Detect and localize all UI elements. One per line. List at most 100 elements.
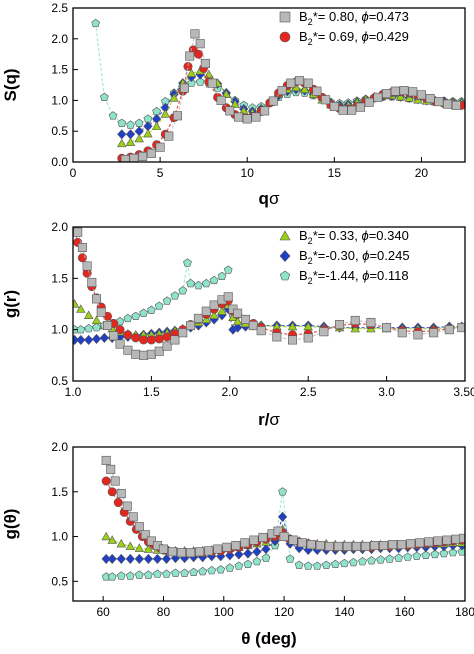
x-tick-label: 1.0 (65, 385, 82, 399)
data-point-square (115, 339, 125, 349)
data-point-pentagon (84, 324, 94, 333)
y-axis-label: S(q) (1, 68, 20, 101)
data-point-pentagon (152, 106, 161, 116)
y-tick-label: 0.5 (51, 124, 68, 138)
data-point-diamond (252, 546, 262, 557)
y-tick-label: 2.0 (51, 32, 68, 46)
legend-marker-square (279, 11, 291, 23)
data-point-square (443, 99, 453, 109)
data-point-square (342, 541, 352, 551)
x-axis-label-main: θ (deg) (241, 629, 296, 648)
data-point-square (146, 349, 156, 359)
legend-marker-pentagon (279, 270, 291, 281)
data-point-diamond (125, 553, 135, 564)
x-tick-label: 2.5 (300, 385, 317, 399)
data-point-square (457, 323, 465, 333)
data-point-triangle (143, 128, 153, 138)
data-point-pentagon (126, 120, 135, 129)
data-point-square (324, 541, 334, 551)
data-point-pentagon (321, 560, 331, 569)
data-point-pentagon (162, 296, 172, 305)
legend-mid: *= 0.80, (313, 9, 362, 24)
data-point-triangle (232, 316, 243, 326)
data-point-square (294, 76, 304, 86)
data-point-triangle (169, 93, 179, 102)
data-point-pentagon (278, 487, 287, 496)
data-point-square (129, 153, 139, 162)
data-point-square (319, 327, 329, 337)
data-point-circle (113, 498, 123, 508)
data-point-diamond (152, 553, 163, 564)
y-tick-label: 2.0 (51, 440, 68, 454)
legend-sub: 2 (308, 37, 313, 47)
data-point-square (390, 86, 400, 96)
data-point-pentagon (303, 561, 313, 570)
data-point-pentagon (223, 265, 233, 274)
data-point-square (248, 321, 258, 331)
series-line (74, 229, 462, 341)
plot-area-sq (91, 18, 465, 162)
data-point-square (434, 97, 444, 107)
data-point-square (195, 39, 205, 49)
data-point-square (399, 86, 409, 96)
data-point-square (109, 331, 119, 341)
data-point-pentagon (76, 325, 86, 334)
data-point-square (154, 346, 164, 356)
legend-entry-text: B2*= 0.33, ϕ=0.340 (299, 228, 409, 246)
data-point-triangle (221, 89, 232, 98)
data-point-square (251, 112, 261, 122)
data-point-circle (101, 476, 111, 486)
data-point-square (120, 155, 130, 162)
data-point-square (234, 112, 244, 122)
data-point-triangle (83, 310, 94, 319)
data-point-pentagon (170, 291, 180, 300)
data-point-square (273, 526, 283, 536)
data-point-pentagon (162, 569, 171, 578)
axes-frame (72, 446, 466, 602)
data-point-square (207, 78, 217, 88)
data-point-square (139, 350, 149, 360)
data-point-square (256, 326, 266, 336)
data-point-triangle (230, 99, 240, 108)
data-point-triangle (151, 121, 162, 130)
data-point-pentagon (252, 557, 262, 566)
data-point-square (433, 536, 443, 546)
axes-frame (72, 226, 466, 382)
data-point-square (347, 105, 357, 115)
data-point-square (397, 328, 407, 338)
data-point-square (406, 539, 416, 549)
x-axis-label-symbol: σ (269, 189, 280, 208)
data-point-pentagon (367, 556, 376, 565)
data-point-pentagon (107, 572, 117, 581)
data-point-square (303, 333, 313, 343)
data-point-pentagon (349, 557, 358, 567)
data-point-square (279, 532, 289, 542)
data-point-square (306, 540, 316, 550)
data-point-triangle (101, 531, 111, 541)
data-point-square (177, 548, 187, 558)
data-point-square (258, 532, 268, 542)
data-point-diamond (143, 553, 153, 564)
series-pentagon (101, 487, 465, 581)
data-point-square (102, 321, 112, 331)
data-point-square (146, 148, 156, 158)
legend-marker-diamond (279, 250, 291, 262)
data-point-pentagon (209, 275, 219, 285)
data-point-square (162, 341, 172, 351)
data-point-triangle (117, 138, 127, 148)
data-point-square (186, 321, 196, 331)
series-square (120, 29, 461, 162)
data-point-square (185, 51, 195, 61)
data-point-pentagon (421, 550, 431, 560)
y-tick-label: 1.0 (51, 323, 68, 337)
data-point-square (178, 328, 188, 338)
data-point-pentagon (134, 570, 144, 579)
x-tick-label: 15 (328, 166, 342, 180)
legend-entry-text: B2*= 0.69, ϕ=0.429 (299, 29, 409, 47)
data-point-pentagon (186, 278, 195, 288)
data-point-square (190, 29, 200, 39)
data-point-circle (131, 333, 141, 343)
data-point-pentagon (285, 554, 295, 563)
data-point-circle (107, 487, 117, 497)
x-tick-label: 2.0 (221, 385, 238, 399)
